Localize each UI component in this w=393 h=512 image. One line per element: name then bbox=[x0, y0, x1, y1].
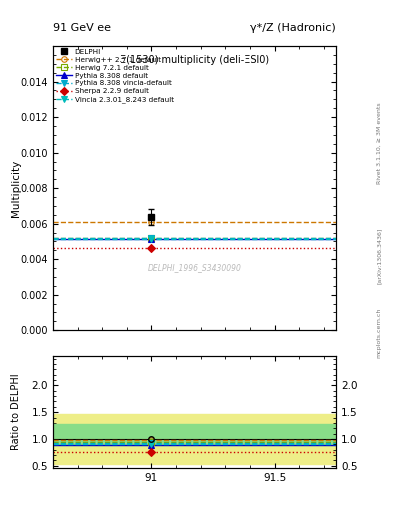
Y-axis label: Multiplicity: Multiplicity bbox=[11, 160, 20, 217]
Text: mcplots.cern.ch: mcplots.cern.ch bbox=[377, 308, 382, 358]
Text: [arXiv:1306.3436]: [arXiv:1306.3436] bbox=[377, 228, 382, 284]
Text: 91 GeV ee: 91 GeV ee bbox=[53, 23, 111, 33]
Bar bbox=[53, 424, 336, 445]
Legend: DELPHI, Herwig++ 2.7.1 default, Herwig 7.2.1 default, Pythia 8.308 default, Pyth: DELPHI, Herwig++ 2.7.1 default, Herwig 7… bbox=[55, 48, 174, 103]
Y-axis label: Ratio to DELPHI: Ratio to DELPHI bbox=[11, 374, 20, 451]
Bar bbox=[53, 414, 336, 464]
Text: Rivet 3.1.10, ≥ 3M events: Rivet 3.1.10, ≥ 3M events bbox=[377, 102, 382, 184]
Text: γ*/Z (Hadronic): γ*/Z (Hadronic) bbox=[250, 23, 336, 33]
Text: DELPHI_1996_S3430090: DELPHI_1996_S3430090 bbox=[148, 263, 241, 272]
Text: Ξ(1530) multiplicity (deli-ΞSl0): Ξ(1530) multiplicity (deli-ΞSl0) bbox=[120, 55, 269, 65]
